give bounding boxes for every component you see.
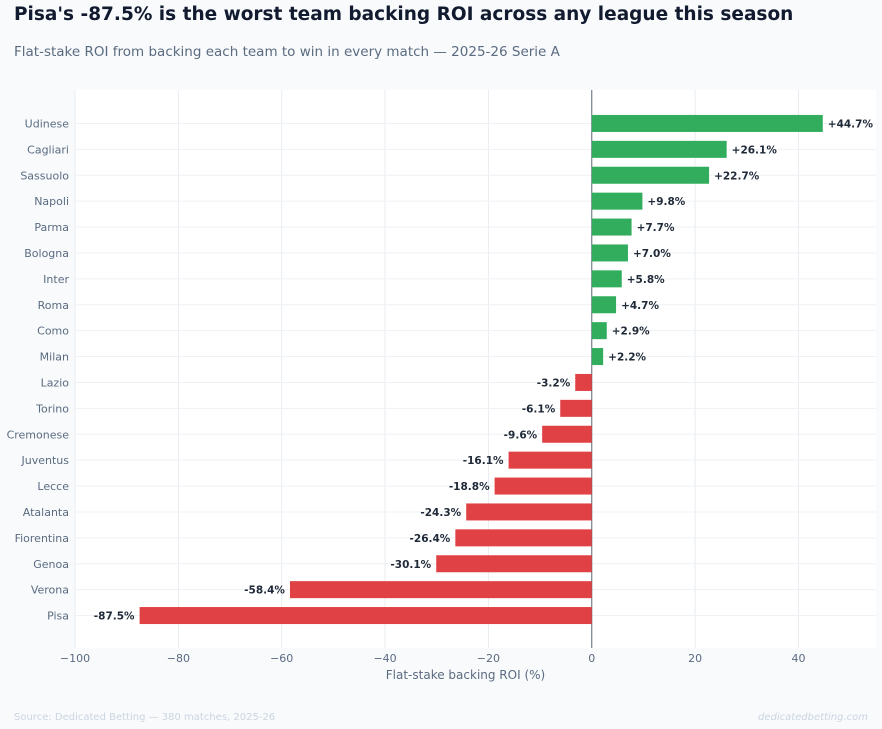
category-label: Lecce — [37, 480, 69, 493]
category-label: Juventus — [21, 454, 70, 467]
value-label: +5.8% — [627, 274, 665, 286]
bar-torino — [560, 399, 592, 417]
bar-inter — [591, 270, 622, 288]
value-label: +26.1% — [732, 144, 778, 156]
x-tick-label: −40 — [373, 652, 396, 665]
category-label: Udinese — [25, 117, 70, 130]
x-tick-label: 20 — [688, 652, 702, 665]
category-label: Sassuolo — [20, 169, 69, 182]
category-label: Fiorentina — [15, 532, 69, 545]
value-label: -30.1% — [390, 559, 431, 571]
value-label: -87.5% — [94, 611, 135, 623]
value-label: +4.7% — [621, 300, 659, 312]
category-label: Cagliari — [27, 143, 69, 156]
x-tick-label: −60 — [270, 652, 293, 665]
category-label: Genoa — [33, 558, 69, 571]
category-label: Atalanta — [23, 506, 69, 519]
bar-sassuolo — [591, 166, 710, 184]
bar-juventus — [508, 451, 592, 469]
bar-udinese — [591, 114, 823, 132]
value-label: -9.6% — [504, 429, 538, 441]
bar-cagliari — [591, 140, 727, 158]
category-label: Bologna — [24, 247, 69, 260]
bar-pisa — [139, 607, 592, 625]
bar-como — [591, 322, 607, 340]
bar-lecce — [494, 477, 592, 495]
x-tick-label: 0 — [588, 652, 595, 665]
value-label: +7.7% — [637, 222, 675, 234]
chart-title: Pisa's -87.5% is the worst team backing … — [14, 4, 794, 25]
category-label: Milan — [40, 351, 69, 364]
category-label: Cremonese — [7, 428, 70, 441]
value-label: -16.1% — [463, 455, 504, 467]
x-tick-label: −100 — [60, 652, 90, 665]
bar-napoli — [591, 192, 643, 210]
bar-milan — [591, 348, 604, 366]
category-label: Pisa — [47, 610, 69, 623]
value-label: -3.2% — [537, 377, 571, 389]
category-label: Lazio — [41, 376, 70, 389]
value-label: -58.4% — [244, 585, 285, 597]
category-label: Inter — [43, 273, 69, 286]
bar-fiorentina — [455, 529, 592, 547]
plot-area — [75, 90, 876, 648]
bar-parma — [591, 218, 632, 236]
value-label: +2.9% — [612, 326, 650, 338]
value-label: +44.7% — [828, 118, 874, 130]
bar-lazio — [575, 373, 592, 391]
bar-atalanta — [466, 503, 592, 521]
value-label: +22.7% — [714, 170, 760, 182]
value-label: +9.8% — [647, 196, 685, 208]
source-note: Source: Dedicated Betting — 380 matches,… — [14, 712, 276, 723]
category-label: Torino — [35, 402, 69, 415]
category-label: Napoli — [34, 195, 69, 208]
category-label: Verona — [31, 584, 69, 597]
bar-cremonese — [542, 425, 592, 443]
chart-subtitle: Flat-stake ROI from backing each team to… — [14, 44, 560, 60]
brand-watermark: dedicatedbetting.com — [757, 712, 868, 723]
bar-bologna — [591, 244, 628, 262]
category-label: Roma — [38, 299, 69, 312]
category-label: Como — [37, 325, 69, 338]
value-label: -6.1% — [522, 403, 556, 415]
category-label: Parma — [34, 221, 69, 234]
value-label: +2.2% — [608, 352, 646, 364]
value-label: +7.0% — [633, 248, 671, 260]
bar-roma — [591, 296, 617, 314]
value-label: -26.4% — [410, 533, 451, 545]
value-label: -24.3% — [420, 507, 461, 519]
bar-genoa — [436, 555, 592, 573]
value-label: -18.8% — [449, 481, 490, 493]
x-tick-label: −80 — [167, 652, 190, 665]
x-tick-label: 40 — [791, 652, 805, 665]
x-axis-label: Flat-stake backing ROI (%) — [386, 668, 545, 682]
x-tick-label: −20 — [477, 652, 500, 665]
bar-verona — [289, 581, 592, 599]
